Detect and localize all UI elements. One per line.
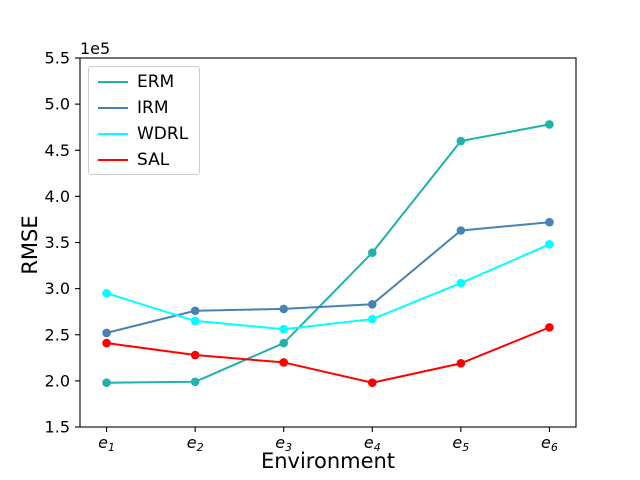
data-point-wdrl-e1: [102, 288, 111, 298]
data-point-erm-e3: [279, 338, 289, 348]
data-point-irm-e6: [545, 217, 554, 227]
y-tick-label: 2.0: [45, 371, 70, 390]
legend-label-erm: ERM: [137, 71, 175, 92]
legend-line-irm-icon: [98, 106, 128, 110]
data-point-wdrl-e5: [456, 278, 466, 288]
data-point-sal-e2: [190, 350, 200, 360]
data-point-erm-e6: [545, 120, 554, 129]
y-tick-label: 2.5: [45, 325, 70, 344]
y-tick-label: 3.5: [45, 233, 70, 252]
data-point-sal-e3: [279, 358, 289, 367]
y-tick-label: 3.0: [45, 279, 70, 298]
legend-item-sal: SAL: [98, 147, 199, 173]
legend-label-sal: SAL: [137, 149, 170, 170]
data-point-sal-e5: [456, 359, 466, 368]
y-axis-label: RMSE: [18, 215, 42, 275]
legend-label-wdrl: WDRL: [137, 123, 189, 144]
series-line-sal: [106, 326, 550, 384]
data-point-sal-e4: [367, 378, 377, 388]
y-tick-label: 1.5: [45, 418, 70, 437]
data-point-erm-e4: [367, 248, 377, 257]
data-point-irm-e5: [456, 226, 466, 235]
data-point-irm-e2: [190, 306, 200, 316]
y-axis-offset-text: 1e5: [80, 39, 111, 58]
data-point-irm-e1: [102, 328, 111, 338]
legend-item-wdrl: WDRL: [98, 121, 199, 147]
legend-item-erm: ERM: [98, 69, 199, 95]
series-line-wdrl: [106, 243, 550, 331]
y-tick-label: 4.0: [45, 187, 70, 206]
y-tick-label: 5.0: [45, 95, 70, 114]
legend-label-irm: IRM: [137, 97, 169, 118]
legend-line-wdrl-icon: [98, 132, 128, 136]
data-point-irm-e3: [279, 304, 289, 314]
legend-item-irm: IRM: [98, 95, 199, 121]
data-point-erm-e1: [102, 378, 111, 388]
y-tick-label: 4.5: [45, 141, 70, 160]
data-point-irm-e4: [367, 300, 377, 309]
data-point-sal-e6: [545, 323, 554, 332]
data-point-sal-e1: [102, 338, 111, 348]
data-point-wdrl-e4: [367, 314, 377, 324]
data-point-wdrl-e2: [190, 316, 200, 326]
legend: ERM IRM WDRL SAL: [88, 66, 200, 175]
data-point-erm-e2: [190, 377, 200, 387]
data-point-erm-e5: [456, 136, 466, 146]
data-point-wdrl-e6: [545, 240, 554, 249]
legend-line-sal-icon: [98, 158, 128, 162]
series-line-erm: [106, 123, 550, 384]
legend-line-erm-icon: [98, 80, 128, 84]
data-point-wdrl-e3: [279, 324, 289, 334]
series-line-irm: [106, 221, 550, 334]
y-tick-label: 5.5: [45, 49, 70, 68]
x-axis-label: Environment: [260, 449, 396, 473]
